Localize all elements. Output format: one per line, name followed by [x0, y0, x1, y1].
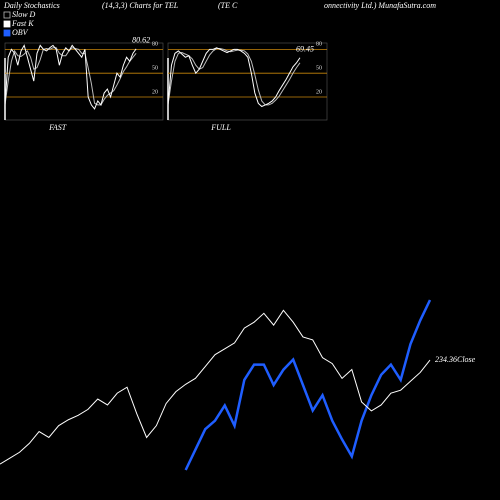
price-line — [0, 309, 431, 465]
panel — [167, 42, 328, 121]
legend-swatch — [3, 29, 11, 37]
y-tick-label: 20 — [316, 89, 322, 95]
last-value-label: 80.62 — [132, 36, 150, 45]
legend-label: OBV — [12, 28, 29, 37]
y-tick-label: 20 — [152, 89, 158, 95]
title-part: (14,3,3) Charts for TEL — [102, 1, 179, 10]
panel-label: FULL — [210, 123, 231, 132]
legend-label: Slow D — [12, 10, 36, 19]
title-part: Daily Stochastics — [3, 1, 60, 10]
title-part: onnectivity Ltd.) MunafaSutra.com — [324, 1, 436, 10]
stoch-line — [167, 47, 301, 108]
legend-label: Fast K — [11, 19, 34, 28]
last-value-label: 69.45 — [296, 45, 314, 54]
panel-label: FAST — [48, 123, 67, 132]
legend-swatch — [3, 20, 11, 28]
y-tick-label: 50 — [152, 66, 158, 72]
stoch-line — [167, 48, 301, 106]
obv-line — [184, 299, 432, 471]
y-tick-label: 80 — [152, 42, 158, 48]
close-label: 234.36Close — [435, 355, 476, 364]
y-tick-label: 50 — [316, 66, 322, 72]
legend-swatch — [3, 11, 11, 19]
stoch-line — [4, 44, 137, 110]
panel — [4, 42, 164, 121]
y-tick-label: 80 — [316, 42, 322, 48]
title-part: (TE C — [218, 1, 238, 10]
stoch-line — [4, 47, 137, 106]
